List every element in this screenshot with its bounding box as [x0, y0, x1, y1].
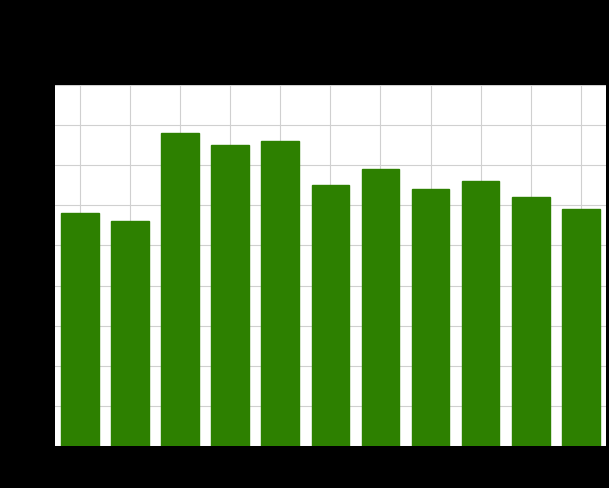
- Bar: [161, 134, 199, 447]
- Bar: [362, 170, 400, 447]
- Bar: [512, 198, 549, 447]
- Bar: [462, 182, 499, 447]
- Bar: [261, 142, 299, 447]
- Bar: [61, 214, 99, 447]
- Bar: [211, 145, 249, 447]
- Bar: [111, 222, 149, 447]
- Bar: [412, 190, 449, 447]
- Bar: [562, 210, 600, 447]
- Bar: [312, 186, 349, 447]
